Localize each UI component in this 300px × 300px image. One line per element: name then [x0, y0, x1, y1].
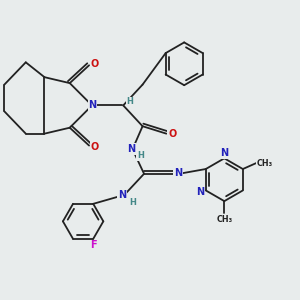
Text: CH₃: CH₃ — [216, 215, 232, 224]
Text: N: N — [118, 190, 126, 200]
Text: N: N — [196, 187, 205, 197]
Text: O: O — [168, 129, 176, 139]
Text: H: H — [129, 198, 136, 207]
Text: H: H — [137, 151, 144, 160]
Text: N: N — [128, 144, 136, 154]
Text: O: O — [90, 59, 98, 69]
Text: N: N — [88, 100, 97, 110]
Text: N: N — [220, 148, 228, 158]
Text: F: F — [90, 240, 97, 250]
Text: H: H — [126, 97, 133, 106]
Text: CH₃: CH₃ — [257, 159, 273, 168]
Text: N: N — [174, 168, 182, 178]
Text: O: O — [90, 142, 98, 152]
